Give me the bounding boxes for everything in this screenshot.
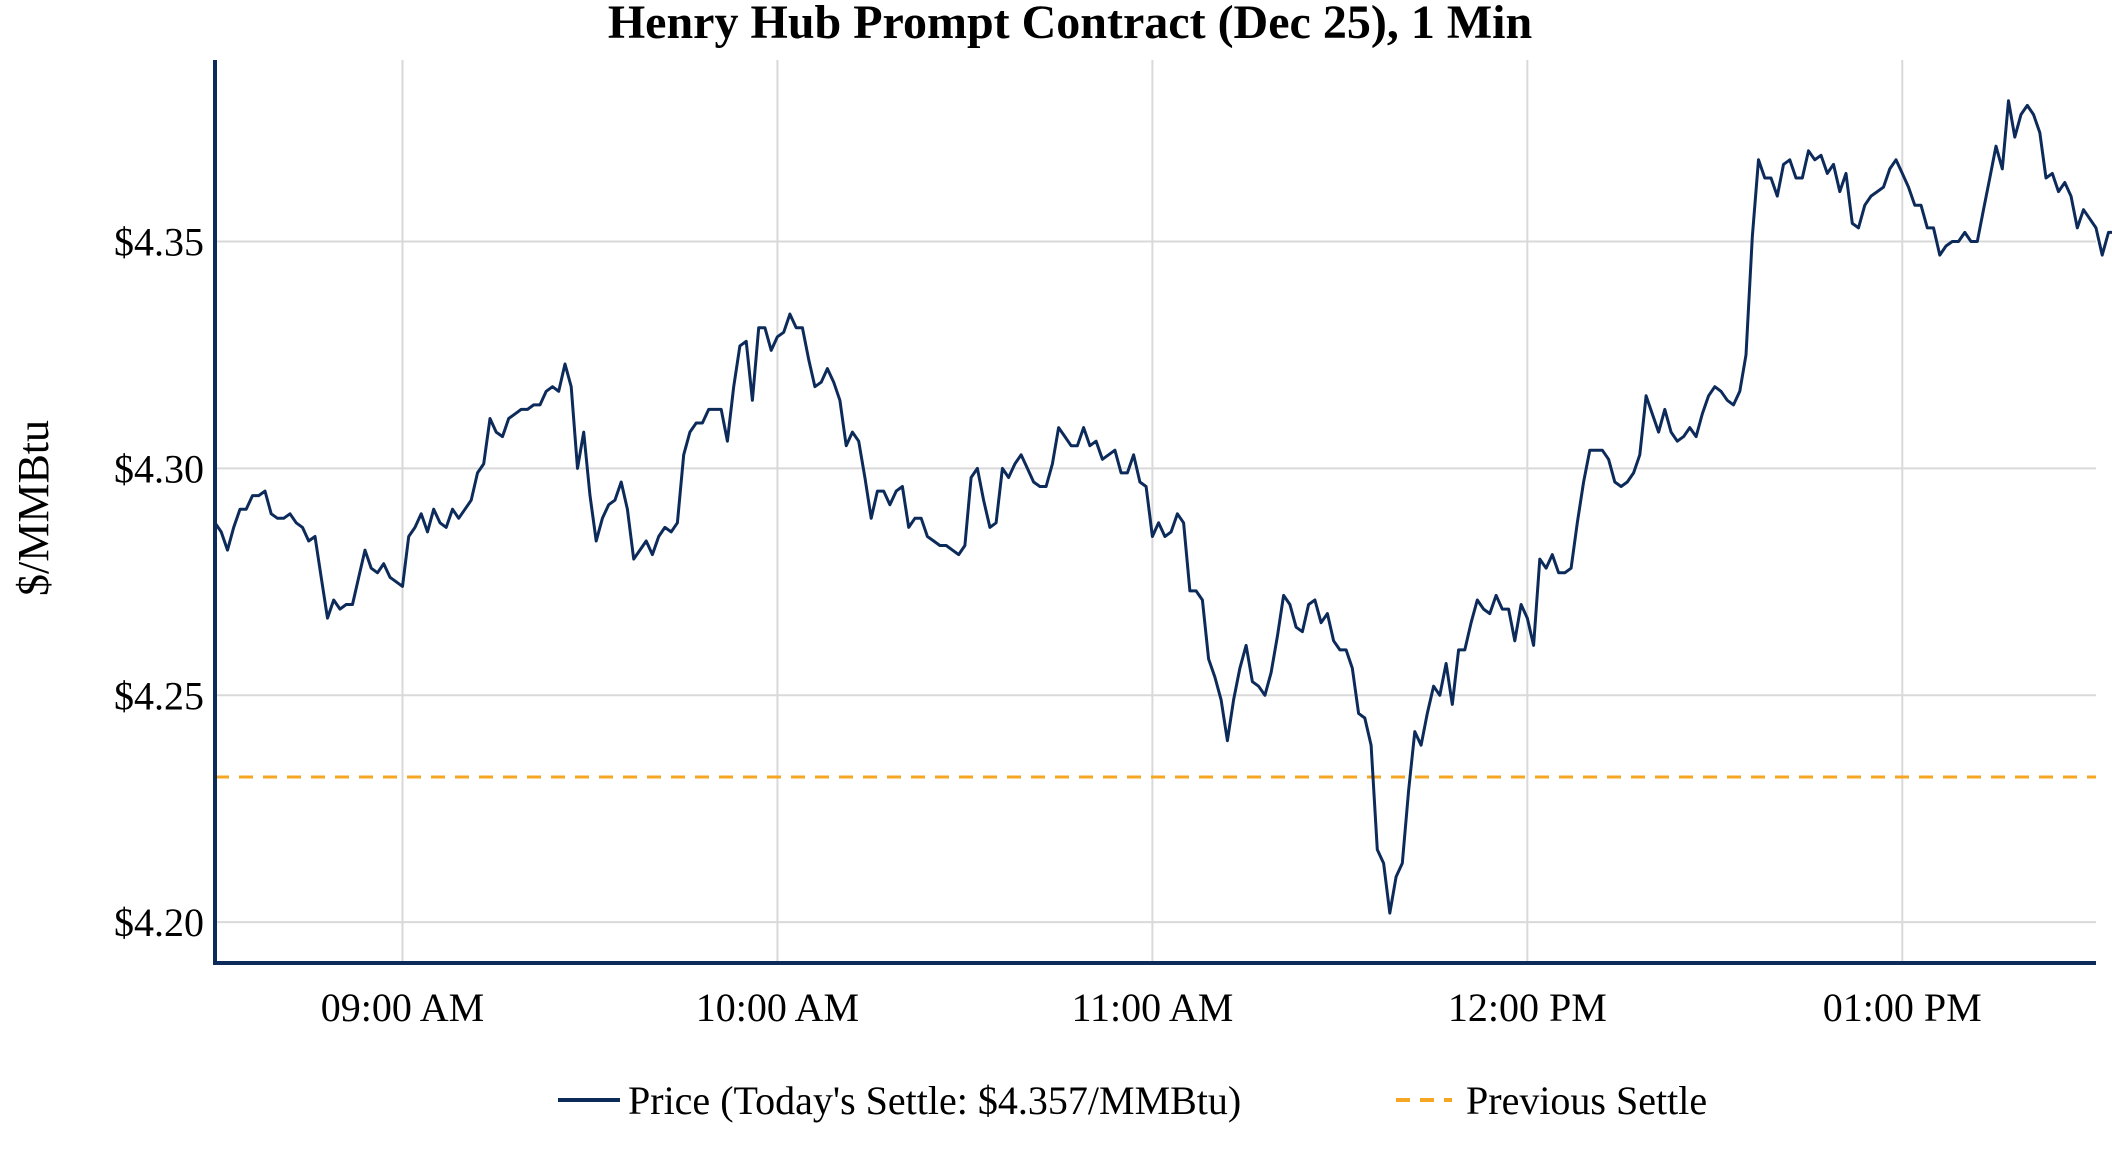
y-tick-label: $4.20 bbox=[114, 900, 204, 945]
x-tick-label: 09:00 AM bbox=[321, 985, 484, 1030]
legend-price-label: Price (Today's Settle: $4.357/MMBtu) bbox=[628, 1078, 1241, 1123]
axes bbox=[213, 60, 2096, 965]
legend: Price (Today's Settle: $4.357/MMBtu) Prev… bbox=[558, 1078, 1707, 1123]
legend-previous-settle-label: Previous Settle bbox=[1466, 1078, 1707, 1123]
x-tick-label: 12:00 PM bbox=[1448, 985, 1607, 1030]
grid bbox=[215, 60, 2096, 963]
x-tick-label: 11:00 AM bbox=[1071, 985, 1233, 1030]
x-tick-label: 01:00 PM bbox=[1823, 985, 1982, 1030]
y-tick-label: $4.35 bbox=[114, 220, 204, 265]
price-line bbox=[213, 99, 2112, 915]
tick-labels: $4.20 $4.25 $4.30 $4.35 09:00 AM 10:00 AM 11:0… bbox=[114, 220, 1982, 1030]
x-tick-label: 10:00 AM bbox=[696, 985, 859, 1030]
chart-title: Henry Hub Prompt Contract (Dec 25), 1 Mi… bbox=[608, 0, 1532, 49]
y-tick-label: $4.25 bbox=[114, 673, 204, 718]
y-axis-label: $/MMBtu bbox=[9, 420, 58, 596]
series bbox=[213, 99, 2112, 915]
y-tick-label: $4.30 bbox=[114, 446, 204, 491]
